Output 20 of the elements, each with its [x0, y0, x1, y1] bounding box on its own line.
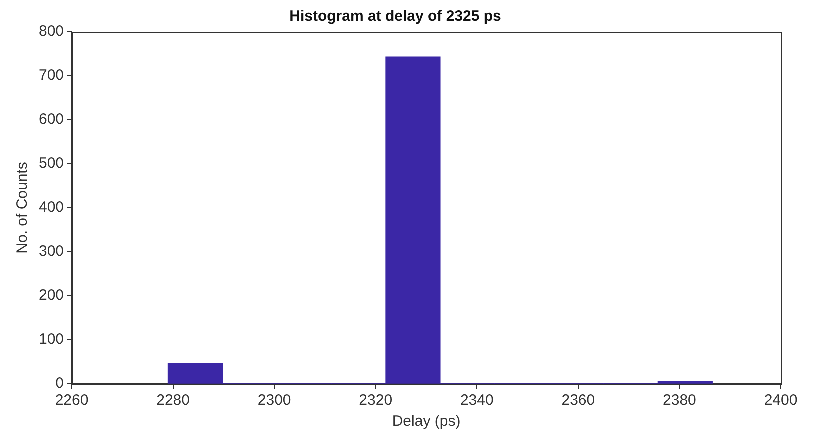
x-tick-label: 2260: [55, 392, 89, 410]
y-tick-label: 400: [38, 199, 64, 216]
y-tick-label: 600: [38, 111, 64, 128]
y-axis-title: No. of Counts: [14, 162, 32, 254]
x-tick-label: 2360: [562, 392, 596, 410]
y-tick-label: 200: [38, 287, 64, 304]
x-axis-title: Delay (ps): [392, 413, 461, 430]
x-tick-label: 2380: [663, 392, 696, 410]
x-tick-label: 2280: [156, 392, 190, 410]
y-tick-label: 0: [56, 375, 64, 392]
x-tick-label: 2340: [460, 392, 494, 410]
chart-title: Histogram at delay of 2325 ps: [290, 8, 502, 26]
x-tick-label: 2400: [764, 392, 798, 410]
x-tick-label: 2320: [359, 392, 393, 410]
y-tick-label: 700: [38, 67, 64, 84]
y-tick-label: 500: [38, 155, 64, 172]
y-tick-label: 100: [38, 331, 64, 348]
y-tick-label: 300: [38, 243, 64, 260]
x-tick-label: 2300: [258, 392, 292, 410]
y-tick-label: 800: [38, 23, 64, 40]
